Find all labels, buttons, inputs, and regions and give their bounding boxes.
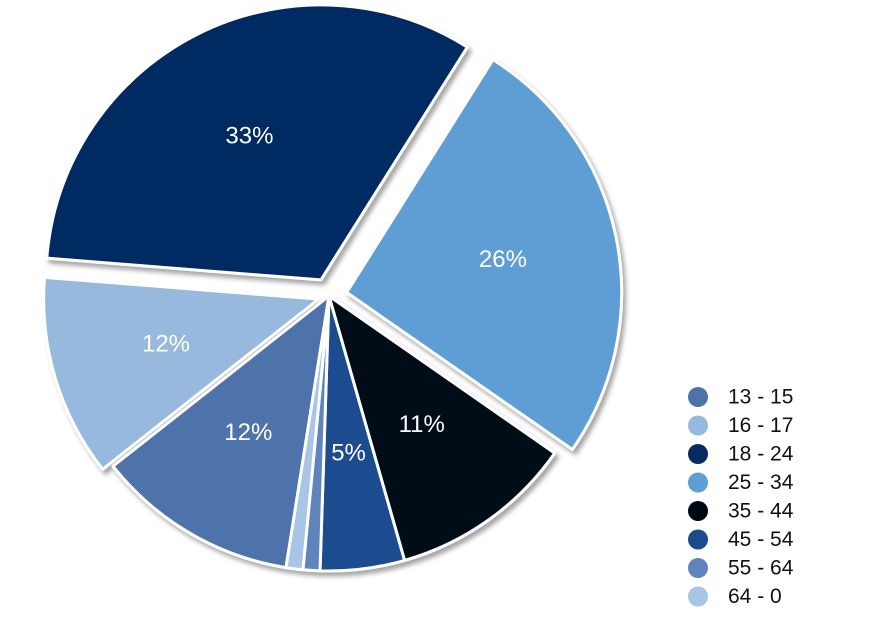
slice-data-label: 5% bbox=[331, 440, 366, 467]
legend-item: 64 - 0 bbox=[688, 585, 782, 608]
pie-slice-35-44 bbox=[327, 294, 557, 562]
legend-item: 55 - 64 bbox=[688, 557, 794, 580]
legend-item: 45 - 54 bbox=[688, 528, 794, 551]
legend-swatch bbox=[688, 472, 708, 493]
pie-slice-16-17 bbox=[42, 275, 321, 471]
pie-labels: 12% 12% 33% 26% 11% 5% bbox=[142, 123, 527, 467]
legend-item: 16 - 17 bbox=[688, 414, 793, 437]
legend-label: 16 - 17 bbox=[728, 414, 793, 437]
legend-label: 13 - 15 bbox=[728, 386, 793, 409]
legend-swatch bbox=[688, 586, 708, 607]
legend-item: 18 - 24 bbox=[688, 443, 794, 466]
slice-data-label: 12% bbox=[224, 419, 272, 446]
slice-data-label: 11% bbox=[399, 411, 445, 438]
slice-data-label: 12% bbox=[142, 331, 190, 358]
slice-data-label: 33% bbox=[225, 123, 273, 150]
legend-item: 13 - 15 bbox=[688, 386, 793, 409]
legend-label: 55 - 64 bbox=[728, 557, 794, 580]
chart-legend: 13 - 15 16 - 17 18 - 24 25 - 34 35 - 44 45 - … bbox=[688, 386, 794, 608]
legend-item: 35 - 44 bbox=[688, 500, 794, 523]
legend-item: 25 - 34 bbox=[688, 471, 794, 494]
legend-swatch bbox=[688, 529, 708, 550]
pie-slice-13-15 bbox=[111, 294, 331, 570]
legend-swatch bbox=[688, 501, 708, 521]
pie-slice-18-24 bbox=[45, 3, 469, 282]
legend-label: 35 - 44 bbox=[728, 500, 794, 523]
legend-swatch bbox=[688, 444, 708, 464]
legend-swatch bbox=[688, 415, 708, 436]
legend-label: 45 - 54 bbox=[728, 528, 794, 551]
pie-slice-25-34 bbox=[345, 58, 624, 452]
legend-label: 18 - 24 bbox=[728, 443, 794, 466]
pie-slice-64-0 bbox=[284, 294, 331, 572]
legend-label: 25 - 34 bbox=[728, 471, 794, 494]
legend-swatch bbox=[688, 387, 708, 407]
slice-data-label: 26% bbox=[479, 246, 527, 273]
legend-label: 64 - 0 bbox=[728, 585, 782, 608]
pie-slices bbox=[42, 3, 624, 573]
legend-swatch bbox=[688, 558, 708, 578]
